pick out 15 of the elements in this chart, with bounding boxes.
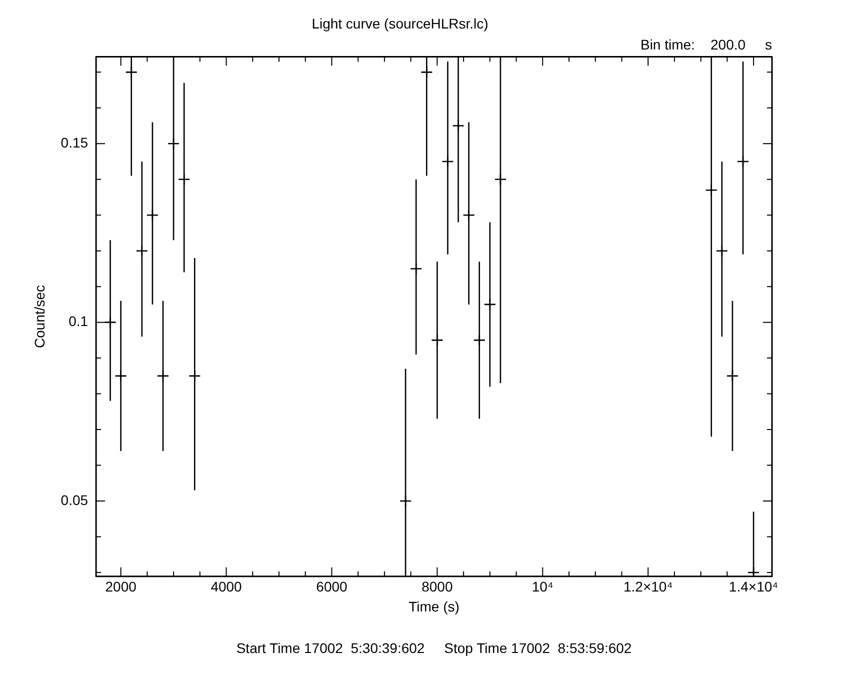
x-tick-label: 1.2×10⁴ bbox=[623, 578, 673, 595]
x-tick-label: 1.4×10⁴ bbox=[728, 578, 778, 595]
x-axis-title: Time (s) bbox=[408, 598, 460, 614]
x-tick-label: 10⁴ bbox=[532, 578, 554, 595]
text: Bin time: 200.0 s bbox=[640, 36, 772, 53]
y-axis-title: Count/sec bbox=[31, 285, 48, 348]
y-tick-label: 0.1 bbox=[68, 313, 88, 330]
x-tick-label: 8000 bbox=[422, 578, 453, 595]
x-tick-label: 4000 bbox=[210, 578, 242, 595]
y-tick-label: 0.05 bbox=[60, 492, 88, 508]
text: Start Time 17002 5:30:39:602 Stop Time 17002 8:53:59:602 bbox=[236, 640, 632, 656]
x-tick-label: 2000 bbox=[105, 578, 137, 595]
y-tick-label: 0.15 bbox=[60, 134, 88, 150]
chart-title: Light curve (sourceHLRsr.lc) bbox=[312, 15, 488, 32]
x-tick-label: 6000 bbox=[316, 578, 348, 595]
